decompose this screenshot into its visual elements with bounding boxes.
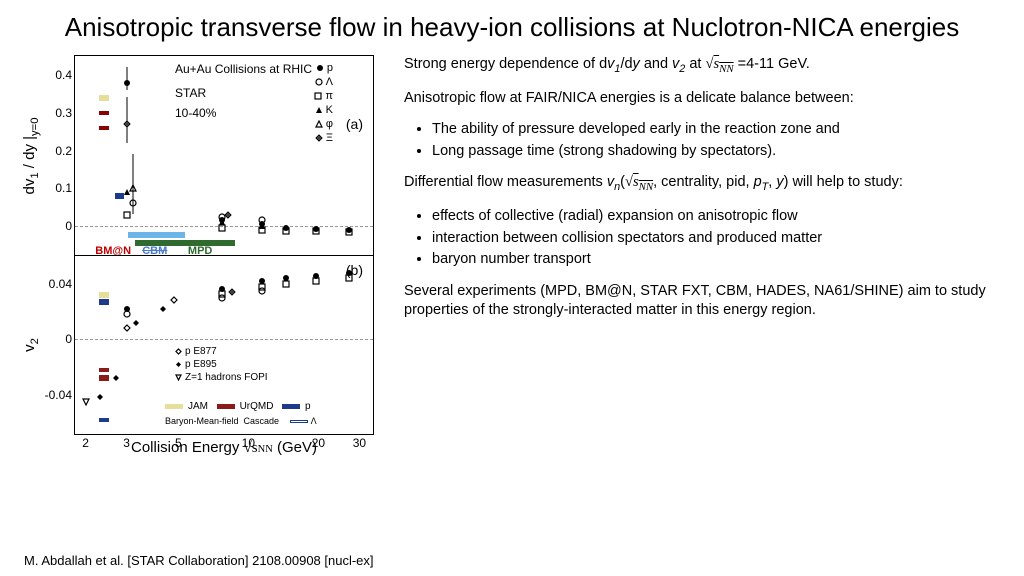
ylabel-b: v2 (21, 338, 41, 352)
data-point (170, 296, 178, 304)
legend-marker: π (314, 90, 333, 102)
theory-bar (128, 232, 185, 238)
ytick: 0.04 (49, 277, 72, 291)
data-point (258, 287, 266, 295)
legend-marker: φ (315, 118, 333, 130)
data-point (123, 310, 131, 318)
legend-exp: p E895 (175, 359, 217, 370)
ytick: 0.2 (55, 144, 72, 158)
para-3: Differential flow measurements vn(√sNN, … (404, 173, 1000, 195)
data-point (123, 324, 131, 332)
legend-marker: K (315, 104, 333, 116)
header-rhic: Au+Au Collisions at RHIC (175, 62, 312, 76)
data-point (132, 319, 140, 327)
xtick: 10 (242, 436, 255, 450)
theory-bar (99, 375, 110, 381)
para-4: Several experiments (MPD, BM@N, STAR FXT… (404, 282, 1000, 321)
data-point (228, 288, 236, 296)
data-point (224, 211, 232, 219)
data-point (312, 227, 320, 235)
data-point (123, 211, 131, 219)
theory-bar (99, 299, 110, 305)
legend-theory: JAM UrQMD p (165, 401, 311, 412)
xtick: 20 (312, 436, 325, 450)
legend-marker: Ξ (315, 132, 333, 144)
para-2: Anisotropic flow at FAIR/NICA energies i… (404, 89, 1000, 109)
theory-bar (99, 292, 110, 298)
panel-a-label: (a) (346, 116, 363, 132)
data-point (123, 188, 131, 196)
ytick: 0.4 (55, 68, 72, 82)
data-point (258, 216, 266, 224)
theory-bar (99, 111, 110, 115)
list-2: effects of collective (radial) expansion… (432, 207, 1000, 270)
data-point (112, 374, 120, 382)
ytick: 0 (65, 332, 72, 346)
data-point (82, 398, 90, 406)
data-point (129, 199, 137, 207)
xtick: 3 (123, 436, 130, 450)
theory-bar (99, 126, 110, 130)
text-column: Strong energy dependence of dv1/dy and v… (404, 55, 1000, 457)
data-point (312, 277, 320, 285)
data-point (218, 294, 226, 302)
bullet-5: baryon number transport (432, 250, 1000, 270)
citation: M. Abdallah et al. [STAR Collaboration] … (24, 553, 374, 568)
bullet-4: interaction between collision spectators… (432, 229, 1000, 249)
ytick: 0 (65, 219, 72, 233)
list-1: The ability of pressure developed early … (432, 120, 1000, 161)
data-point (96, 393, 104, 401)
header-star: STAR (175, 86, 206, 100)
ylabel-a: dv1 / dy |y=0 (21, 117, 41, 194)
ytick: -0.04 (45, 388, 72, 402)
para-1: Strong energy dependence of dv1/dy and v… (404, 55, 1000, 77)
header-cent: 10-40% (175, 106, 216, 120)
panel-a: dv1 / dy |y=0 (a) Au+Au Collisions at RH… (74, 55, 374, 255)
xtick: 30 (353, 436, 366, 450)
theory-bar (99, 95, 110, 101)
legend-exp: Z=1 hadrons FOPI (175, 372, 268, 383)
legend-exp: p E877 (175, 346, 217, 357)
ytick: 0.3 (55, 106, 72, 120)
content-row: dv1 / dy |y=0 (a) Au+Au Collisions at RH… (24, 55, 1000, 457)
data-point (123, 79, 131, 87)
data-point (345, 228, 353, 236)
theory-bar (99, 418, 108, 422)
xtick: 2 (82, 436, 89, 450)
xlabel: Collision Energy √sNN (GeV) (74, 439, 374, 457)
legend-theory-2: Baryon-Mean-field Cascade Λ (165, 416, 317, 426)
legend-marker: p (316, 62, 333, 74)
data-point (345, 274, 353, 282)
ytick: 0.1 (55, 181, 72, 195)
xtick: 5 (175, 436, 182, 450)
data-point (282, 280, 290, 288)
panel-b: v2 (b) -0.0400.04235102030p E877p E895Z=… (74, 255, 374, 435)
theory-bar (99, 368, 110, 372)
chart-column: dv1 / dy |y=0 (a) Au+Au Collisions at RH… (24, 55, 394, 457)
data-point (282, 227, 290, 235)
legend-marker: Λ (315, 76, 333, 88)
bullet-3: effects of collective (radial) expansion… (432, 207, 1000, 227)
bullet-1: The ability of pressure developed early … (432, 120, 1000, 140)
page-title: Anisotropic transverse flow in heavy-ion… (24, 12, 1000, 43)
chart-stack: dv1 / dy |y=0 (a) Au+Au Collisions at RH… (24, 55, 384, 457)
data-point (159, 305, 167, 313)
bullet-2: Long passage time (strong shadowing by s… (432, 142, 1000, 162)
data-point (123, 120, 131, 128)
